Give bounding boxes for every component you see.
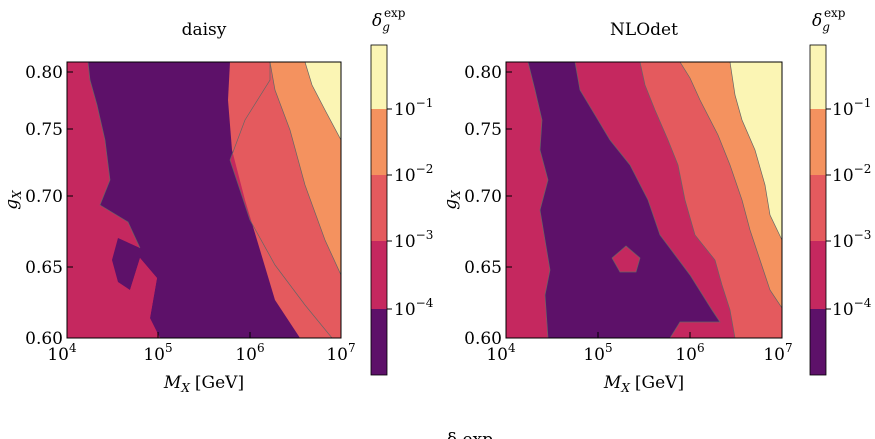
daisy-ytick-0.75: 0.75 xyxy=(25,120,63,140)
nlodet-xtick-1e7: 107 xyxy=(763,341,792,365)
nlodet-colorbar: 10−1 10−2 10−3 10−4 δgexp xyxy=(809,6,872,376)
daisy-cbar-label: δgexp xyxy=(372,6,406,34)
nlodet-xtick-1e6: 106 xyxy=(675,341,704,365)
daisy-plot-frame xyxy=(66,61,342,339)
nlodet-cbar-tick-1e-4: 10−4 xyxy=(832,296,872,320)
nlodet-title: NLOdet xyxy=(610,20,678,40)
daisy-ytick-0.70: 0.70 xyxy=(25,187,63,207)
daisy-cbar-tick-1e-3: 10−3 xyxy=(394,228,433,252)
nlodet-ytick-0.60: 0.60 xyxy=(464,329,502,349)
nlodet-contour-lines xyxy=(527,62,782,338)
daisy-contour-lines xyxy=(87,62,341,338)
nlodet-x-axis: 104 105 106 107 MX [GeV] xyxy=(486,332,793,395)
nlodet-ytick-0.75: 0.75 xyxy=(464,120,502,140)
nlodet-cbar-tick-1e-3: 10−3 xyxy=(832,228,871,252)
nlodet-cbar-tick-1e-1: 10−1 xyxy=(832,96,871,120)
nlodet-xtick-1e5: 105 xyxy=(583,341,612,365)
daisy-xtick-1e7: 107 xyxy=(326,341,355,365)
nlodet-contour-fill xyxy=(506,62,782,338)
nlodet-ytick-0.65: 0.65 xyxy=(464,258,502,278)
panel-daisy: daisy 0.60 0.65 0.70 0.75 0.80 gX 104 10… xyxy=(2,6,434,395)
daisy-cbar-tick-1e-4: 10−4 xyxy=(394,296,434,320)
daisy-ytick-0.65: 0.65 xyxy=(25,258,63,278)
daisy-x-axis: 104 105 106 107 MX [GeV] xyxy=(47,332,356,395)
daisy-title: daisy xyxy=(182,20,227,40)
daisy-colorbar: 10−1 10−2 10−3 10−4 δgexp xyxy=(370,6,434,376)
daisy-xtick-1e5: 105 xyxy=(143,341,172,365)
nlodet-region-gt-1e-1 xyxy=(730,62,782,240)
daisy-region-1e-2-1e-1 xyxy=(270,62,341,275)
caption-fragment: δ exp xyxy=(447,430,493,439)
nlodet-cbar-label: δgexp xyxy=(812,6,846,34)
daisy-xtick-1e4: 104 xyxy=(47,341,77,365)
daisy-cbar-tick-1e-2: 10−2 xyxy=(394,162,433,186)
daisy-cbar-tick-1e-1: 10−1 xyxy=(394,96,433,120)
panel-nlodet: NLOdet 0.60 0.65 0.70 0.75 0.80 gX 104 1… xyxy=(441,6,872,395)
nlodet-island xyxy=(612,246,640,272)
daisy-xtick-1e6: 106 xyxy=(235,341,264,365)
nlodet-ytick-0.70: 0.70 xyxy=(464,187,502,207)
daisy-y-axis: 0.60 0.65 0.70 0.75 0.80 gX xyxy=(2,63,73,349)
daisy-region-gt-1e-1 xyxy=(305,62,341,140)
nlodet-xlabel: MX [GeV] xyxy=(603,373,684,395)
nlodet-xtick-1e4: 104 xyxy=(486,341,516,365)
daisy-ylabel: gX xyxy=(2,190,24,210)
daisy-ytick-0.60: 0.60 xyxy=(25,329,63,349)
nlodet-plot-frame xyxy=(505,61,783,339)
nlodet-ylabel: gX xyxy=(441,190,463,210)
nlodet-ytick-0.80: 0.80 xyxy=(464,63,502,83)
nlodet-region-lt-1e-4 xyxy=(528,62,720,338)
daisy-island xyxy=(130,258,157,318)
daisy-contour-fill xyxy=(67,62,341,338)
nlodet-cbar-tick-1e-2: 10−2 xyxy=(832,162,871,186)
daisy-xlabel: MX [GeV] xyxy=(163,373,244,395)
nlodet-y-axis: 0.60 0.65 0.70 0.75 0.80 gX xyxy=(441,63,512,349)
daisy-ytick-0.80: 0.80 xyxy=(25,63,63,83)
